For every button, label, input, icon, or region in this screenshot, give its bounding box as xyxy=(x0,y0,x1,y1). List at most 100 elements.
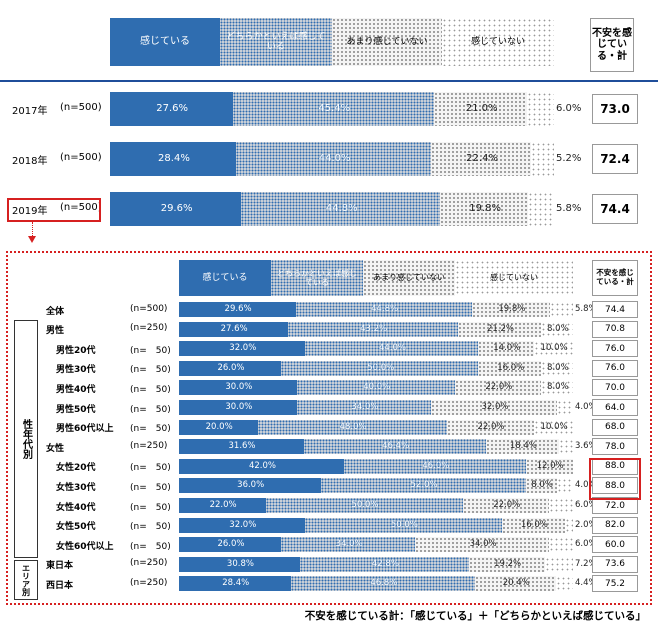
row-label: 男性30代 xyxy=(56,365,96,376)
seg-s2 xyxy=(232,92,435,126)
top-divider xyxy=(0,80,658,82)
total-value: 73.0 xyxy=(592,94,638,124)
data-label: 19.8% xyxy=(498,303,526,314)
detail-legend-s3: あまり感じていない xyxy=(363,260,455,296)
connector-line xyxy=(32,222,33,236)
data-label: 5.2% xyxy=(556,152,582,164)
row-n-label: (n= 50) xyxy=(130,522,171,533)
seg-s4 xyxy=(557,478,573,494)
seg-s1 xyxy=(179,321,288,337)
data-label: 31.6% xyxy=(228,441,256,452)
detail-legend-total: 不安を感じている・計 xyxy=(592,260,638,296)
row-label: 女性20代 xyxy=(56,463,96,474)
data-label: 27.6% xyxy=(156,102,189,114)
highlight-female-totals xyxy=(589,458,641,500)
data-label: 34.0% xyxy=(351,401,379,412)
data-label: 19.8% xyxy=(469,202,502,214)
row-label: 男性20代 xyxy=(56,345,96,356)
data-label: 8.0% xyxy=(547,323,569,334)
data-label: 22.0% xyxy=(493,499,521,510)
row-n-label: (n=250) xyxy=(130,323,168,334)
row-year-label: 2019年 xyxy=(12,206,48,217)
data-label: 16.0% xyxy=(520,519,548,530)
seg-s2 xyxy=(295,302,473,317)
seg-s3 xyxy=(415,537,550,553)
total-value: 60.0 xyxy=(592,536,638,554)
data-label: 29.6% xyxy=(160,202,193,214)
total-value: 72.0 xyxy=(592,497,638,514)
seg-s4 xyxy=(533,341,573,357)
seg-s3 xyxy=(525,478,558,494)
seg-s2 xyxy=(305,517,503,533)
total-value: 74.4 xyxy=(592,194,638,224)
data-label: 10.0% xyxy=(540,343,568,354)
data-label: 46.8% xyxy=(370,578,398,589)
data-label: 32.0% xyxy=(229,519,257,530)
row-n-label: (n=500) xyxy=(130,303,168,314)
seg-s1 xyxy=(179,400,298,415)
seg-s1 xyxy=(179,458,345,474)
detail-legend-s4: 感じていない xyxy=(455,260,573,296)
seg-s2 xyxy=(281,360,479,376)
data-label: 19.2% xyxy=(494,558,522,569)
row-n-label: (n= 50) xyxy=(130,482,171,493)
data-label: 18.4% xyxy=(509,441,537,452)
data-label: 22.0% xyxy=(485,382,513,393)
total-value: 82.0 xyxy=(592,516,638,534)
seg-s3 xyxy=(454,380,542,396)
data-label: 29.6% xyxy=(224,303,252,314)
data-label: 10.0% xyxy=(540,421,568,432)
data-label: 4.4% xyxy=(575,578,597,589)
seg-s3 xyxy=(478,341,534,357)
data-label: 2.0% xyxy=(575,519,597,530)
row-year-label: 2018年 xyxy=(12,156,48,167)
seg-s3 xyxy=(457,321,542,337)
seg-s2 xyxy=(290,576,476,592)
seg-s1 xyxy=(179,517,306,533)
total-value: 64.0 xyxy=(592,399,638,416)
data-label: 50.0% xyxy=(390,519,418,530)
seg-s3 xyxy=(525,458,573,474)
row-n-label: (n= 50) xyxy=(130,384,171,395)
row-label: 男性50代 xyxy=(56,404,96,415)
data-label: 50.0% xyxy=(367,362,395,373)
data-label: 46.0% xyxy=(422,460,450,471)
seg-s4 xyxy=(549,537,573,553)
seg-s2 xyxy=(281,537,416,553)
data-label: 5.8% xyxy=(575,303,597,314)
seg-s1 xyxy=(179,576,291,592)
seg-s4 xyxy=(527,92,554,126)
row-n-label: (n=250) xyxy=(130,440,168,451)
data-label: 32.0% xyxy=(229,343,257,354)
seg-s4 xyxy=(550,302,573,317)
seg-s4 xyxy=(541,360,573,376)
data-label: 14.0% xyxy=(493,343,521,354)
row-label: 女性30代 xyxy=(56,482,96,493)
total-value: 70.0 xyxy=(592,379,638,397)
row-label: 東日本 xyxy=(46,561,74,572)
seg-s2 xyxy=(297,380,455,396)
data-label: 21.2% xyxy=(486,323,514,334)
row-label: 男性 xyxy=(46,326,65,337)
data-label: 20.4% xyxy=(502,578,530,589)
seg-s2 xyxy=(320,478,526,494)
data-label: 6.0% xyxy=(575,499,597,510)
data-label: 44.0% xyxy=(379,343,407,354)
total-value: 78.0 xyxy=(592,438,638,456)
data-label: 30.0% xyxy=(225,401,253,412)
data-label: 34.0% xyxy=(469,539,497,550)
data-label: 44.0% xyxy=(318,152,351,164)
row-n-label: (n= 50) xyxy=(130,541,171,552)
seg-s4 xyxy=(558,439,573,455)
seg-s4 xyxy=(533,419,573,435)
data-label: 44.8% xyxy=(371,303,399,314)
data-label: 7.2% xyxy=(575,558,597,569)
row-label: 女性50代 xyxy=(56,522,96,533)
seg-s1 xyxy=(179,380,298,396)
seg-s3 xyxy=(446,419,534,435)
data-label: 8.0% xyxy=(547,382,569,393)
row-n-label: (n=500) xyxy=(60,102,102,113)
legend-s1: 感じている xyxy=(110,18,220,66)
seg-s4 xyxy=(530,142,554,176)
seg-s2 xyxy=(344,458,526,474)
